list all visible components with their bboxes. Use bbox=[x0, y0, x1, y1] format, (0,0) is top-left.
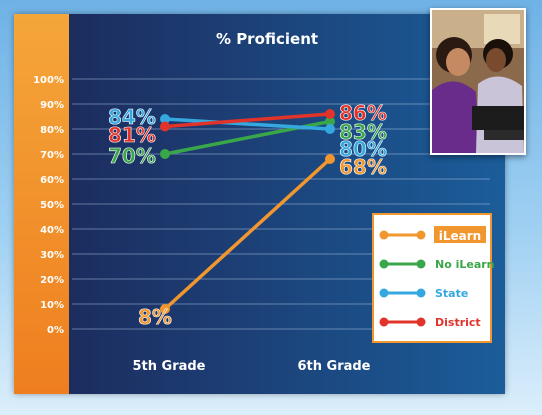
series-state: 84% 80% bbox=[108, 105, 387, 162]
y-tick-label: 70% bbox=[40, 150, 64, 161]
legend-label: iLearn bbox=[439, 229, 481, 243]
legend-swatch-dot bbox=[416, 288, 426, 298]
legend-entry: State bbox=[379, 287, 468, 300]
y-tick-label: 100% bbox=[33, 75, 64, 86]
legend-swatch-dot bbox=[379, 230, 389, 240]
data-point bbox=[325, 109, 335, 119]
legend-swatch-dot bbox=[416, 317, 426, 327]
legend-swatch-dot bbox=[379, 317, 389, 327]
data-label: 8% bbox=[138, 305, 172, 329]
y-axis-ticks: 0% 10% 20% 30% 40% 50% 60% 70% 80% 90% 100% bbox=[33, 75, 64, 336]
legend-label-badge bbox=[434, 226, 486, 243]
legend-entry: iLearn bbox=[379, 226, 486, 243]
data-point bbox=[325, 116, 335, 127]
x-tick-label: 6th Grade bbox=[297, 359, 370, 374]
legend-entry: No iLearn bbox=[379, 258, 495, 271]
data-point bbox=[160, 149, 170, 159]
series-line bbox=[163, 157, 332, 311]
students-at-computer-photo bbox=[430, 8, 526, 155]
y-tick-label: 50% bbox=[40, 200, 64, 211]
data-label: 80% bbox=[339, 137, 387, 161]
data-label: 70% bbox=[108, 144, 156, 168]
y-tick-label: 80% bbox=[40, 125, 64, 136]
data-point bbox=[160, 304, 170, 314]
y-tick-label: 10% bbox=[40, 300, 64, 311]
data-label: 68% bbox=[339, 155, 387, 179]
data-point bbox=[325, 124, 335, 134]
legend: iLearn No iLearn State District bbox=[372, 213, 495, 343]
y-tick-label: 60% bbox=[40, 175, 64, 186]
x-axis-ticks: 5th Grade 6th Grade bbox=[132, 359, 370, 374]
data-point bbox=[325, 154, 335, 164]
chart-title: % Proficient bbox=[216, 30, 318, 48]
series-ilearn: 8% 68% bbox=[138, 154, 387, 329]
y-tick-label: 0% bbox=[47, 325, 64, 336]
data-point bbox=[160, 121, 170, 132]
y-tick-label: 40% bbox=[40, 225, 64, 236]
legend-swatch-dot bbox=[379, 288, 389, 298]
legend-swatch-dot bbox=[379, 259, 389, 269]
legend-label: No iLearn bbox=[435, 258, 495, 271]
y-tick-label: 30% bbox=[40, 250, 64, 261]
axis-sidebar bbox=[14, 14, 69, 394]
data-label: 81% bbox=[108, 123, 156, 147]
series-district: 81% 86% bbox=[108, 101, 387, 148]
series-no-ilearn: 70% 83% bbox=[108, 116, 387, 168]
legend-swatch-dot bbox=[416, 259, 426, 269]
data-label: 84% bbox=[108, 105, 156, 129]
x-tick-label: 5th Grade bbox=[132, 359, 205, 374]
legend-entry: District bbox=[379, 316, 481, 329]
data-label: 86% bbox=[339, 101, 387, 125]
data-label: 83% bbox=[339, 120, 387, 144]
series-lines: 8% 68% 70% 83% 84% 80% 81% 86% bbox=[108, 101, 387, 330]
data-point bbox=[160, 114, 170, 124]
y-tick-label: 90% bbox=[40, 100, 64, 111]
legend-label: District bbox=[435, 316, 481, 329]
series-line bbox=[163, 112, 332, 129]
series-line bbox=[163, 117, 332, 131]
y-tick-label: 20% bbox=[40, 275, 64, 286]
legend-label: State bbox=[435, 287, 468, 300]
legend-swatch-dot bbox=[416, 230, 426, 240]
